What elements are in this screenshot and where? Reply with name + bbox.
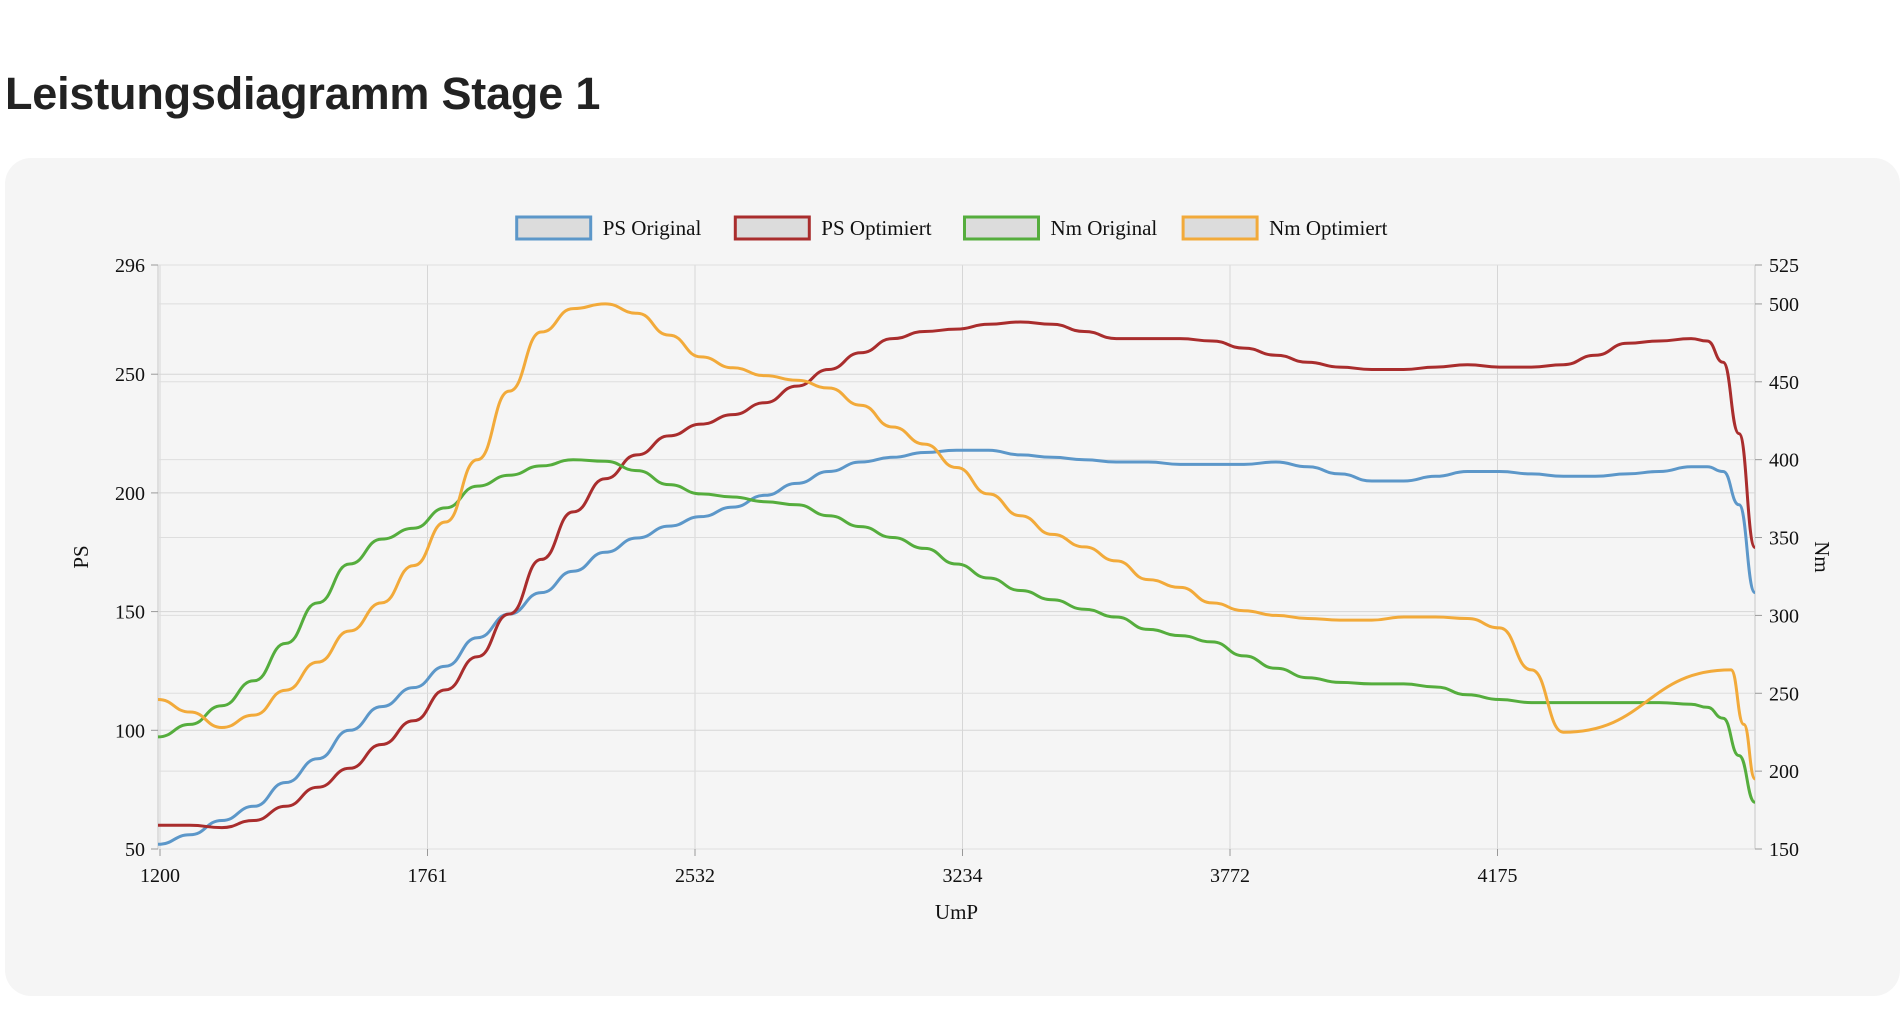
legend-item[interactable]: Nm Original xyxy=(963,215,1158,241)
legend-label: PS Original xyxy=(603,216,702,240)
x-tick-label: 1761 xyxy=(408,865,448,887)
legend-swatch xyxy=(733,215,811,241)
y-right-tick-label: 450 xyxy=(1769,372,1799,394)
y-left-tick-label: 296 xyxy=(115,255,145,277)
y-right-tick-label: 350 xyxy=(1769,528,1799,550)
chart-card: 1200 1761 2532 3234 3772 4175 296 250 200 150 100 5… xyxy=(5,158,1900,996)
y-axis-left-label: PS xyxy=(69,545,93,568)
x-axis-label: UmP xyxy=(935,900,978,924)
y-right-tick-label: 400 xyxy=(1769,450,1799,472)
axes: 1200 1761 2532 3234 3772 4175 296 250 200 150 100 5… xyxy=(115,255,1799,887)
x-tick-label: 1200 xyxy=(140,865,180,887)
x-tick-label: 3772 xyxy=(1210,865,1250,887)
legend-label: PS Optimiert xyxy=(821,216,931,240)
x-tick-label: 4175 xyxy=(1478,865,1518,887)
x-tick-label: 2532 xyxy=(675,865,715,887)
y-right-tick-label: 525 xyxy=(1769,255,1799,277)
power-chart: 1200 1761 2532 3234 3772 4175 296 250 200 150 100 5… xyxy=(69,215,1834,924)
y-right-tick-label: 500 xyxy=(1769,294,1799,316)
grid xyxy=(157,264,1756,850)
x-tick-label: 3234 xyxy=(943,865,983,887)
series-line-ps-optimiert xyxy=(158,320,1757,830)
legend-item[interactable]: PS Original xyxy=(515,215,702,241)
legend-swatch xyxy=(515,215,593,241)
y-left-tick-label: 100 xyxy=(115,720,145,742)
y-left-tick-label: 50 xyxy=(125,839,145,861)
y-left-tick-label: 250 xyxy=(115,364,145,386)
legend-label: Nm Original xyxy=(1051,216,1158,240)
legend-item[interactable]: PS Optimiert xyxy=(733,215,932,241)
legend-label: Nm Optimiert xyxy=(1269,216,1388,240)
series-lines xyxy=(157,302,1757,846)
y-axis-right-label: Nm xyxy=(1810,541,1834,573)
y-left-tick-label: 150 xyxy=(115,602,145,624)
series-line-ps-original xyxy=(157,448,1757,846)
legend-swatch xyxy=(963,215,1040,241)
y-left-tick-label: 200 xyxy=(115,483,145,505)
y-right-tick-label: 200 xyxy=(1769,761,1799,783)
legend-swatch xyxy=(1181,215,1259,241)
legend: PS Original PS Optimiert Nm Original Nm Opt… xyxy=(515,215,1388,241)
page-title: Leistungsdiagramm Stage 1 xyxy=(5,68,601,119)
plot-border xyxy=(157,264,1756,850)
y-right-tick-label: 250 xyxy=(1769,683,1799,705)
y-right-tick-label: 300 xyxy=(1769,605,1799,627)
y-right-tick-label: 150 xyxy=(1769,839,1799,861)
series-line-nm-original xyxy=(157,458,1757,804)
series-line-nm-optimiert xyxy=(157,302,1757,781)
legend-item[interactable]: Nm Optimiert xyxy=(1181,215,1388,241)
